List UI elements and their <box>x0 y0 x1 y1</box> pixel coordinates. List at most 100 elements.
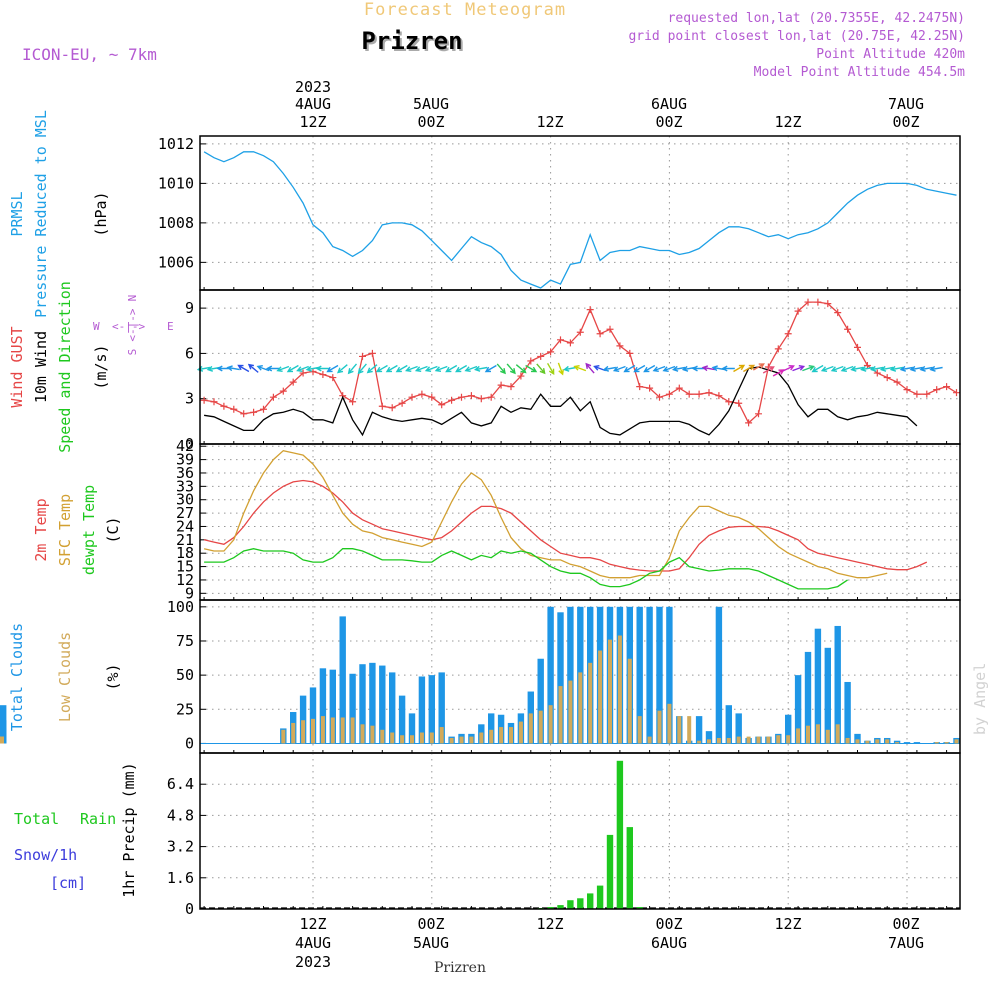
wind-arrow <box>860 365 874 372</box>
low-cloud-bar <box>429 732 434 744</box>
low-cloud-bar <box>875 739 880 744</box>
label-snow: Snow/1h <box>14 846 77 864</box>
panel-frame <box>199 752 961 910</box>
gust-marker <box>675 384 683 392</box>
total-cloud-bar <box>389 672 396 744</box>
gust-marker <box>893 378 901 386</box>
top-hour-00z-c: 00Z <box>892 113 919 131</box>
low-cloud-bar <box>657 710 662 744</box>
gust-marker <box>636 383 644 391</box>
gust-marker <box>289 378 297 386</box>
gust-marker <box>428 393 436 401</box>
total-cloud-bar <box>359 664 366 744</box>
y-tick-label: 1012 <box>158 135 194 153</box>
wind-arrow <box>772 369 785 377</box>
gust-marker <box>279 387 287 395</box>
low-cloud-bar <box>400 735 405 744</box>
low-cloud-bar <box>726 737 731 744</box>
gust-marker <box>923 390 931 398</box>
label-percent: (%) <box>104 663 122 690</box>
y-tick-label: 9 <box>185 299 194 317</box>
low-cloud-bar <box>380 729 385 744</box>
gust-marker <box>953 389 960 397</box>
total-cloud-bar <box>854 733 861 744</box>
watermark: by Angel <box>971 663 989 735</box>
wind-arrow <box>563 365 577 372</box>
wind-arrow <box>573 365 587 372</box>
gust-marker <box>497 381 505 389</box>
wind-arrow <box>366 364 378 374</box>
series-line-sfc-temp <box>203 449 888 579</box>
y-tick-label: 12 <box>176 571 194 589</box>
bottom-hour-12z-b: 12Z <box>536 915 563 933</box>
gust-marker <box>606 325 614 333</box>
gust-marker <box>557 336 564 344</box>
wind-arrow <box>536 363 546 375</box>
wind-arrow <box>869 365 884 372</box>
label-sfc-temp: SFC Temp <box>56 494 74 566</box>
wind-arrow <box>802 365 815 372</box>
gust-marker <box>260 405 267 413</box>
gust-marker <box>527 357 535 365</box>
wind-arrow <box>557 362 564 376</box>
place-title: Prizren <box>361 27 462 55</box>
low-cloud-bar <box>469 736 474 744</box>
total-cloud-bar <box>735 713 742 744</box>
wind-arrow <box>811 364 824 373</box>
gust-marker <box>368 349 376 357</box>
panel-5: 0 1.6 3.2 4.8 6.4 <box>167 752 961 918</box>
low-cloud-bar <box>350 717 355 744</box>
wind-arrow <box>445 364 458 373</box>
wind-arrow <box>585 362 595 374</box>
gust-marker <box>448 396 456 404</box>
wind-arrow <box>296 365 309 372</box>
wind-arrow <box>375 364 388 373</box>
label-hpa: (hPa) <box>92 191 110 236</box>
wind-arrow <box>743 364 756 373</box>
bottom-hour-00z-a: 00Z <box>417 915 444 933</box>
wind-arrow <box>276 365 290 372</box>
gust-marker <box>378 402 386 410</box>
gust-marker <box>517 372 525 380</box>
total-cloud-bar <box>824 647 831 744</box>
compass-w: W <box>93 320 100 333</box>
label-total: Total <box>14 810 59 828</box>
low-cloud-bar <box>617 635 622 744</box>
y-tick-label: 6.4 <box>167 775 194 793</box>
gust-marker <box>903 386 911 394</box>
bottom-year: 2023 <box>295 953 331 971</box>
gust-marker <box>774 345 782 353</box>
top-hour-12z-a: 12Z <box>299 113 326 131</box>
wind-arrow <box>671 365 686 372</box>
low-cloud-bar <box>815 724 820 744</box>
low-cloud-bar <box>825 729 830 744</box>
wind-arrow <box>879 365 894 372</box>
wind-arrow <box>347 363 358 375</box>
gust-marker <box>685 390 693 398</box>
gust-marker <box>794 307 802 315</box>
bottom-hour-12z-a: 12Z <box>299 915 326 933</box>
y-tick-label: 36 <box>176 464 194 482</box>
wind-arrow <box>612 365 626 372</box>
low-cloud-bar <box>865 740 870 744</box>
total-cloud-bar <box>408 713 416 744</box>
gust-marker <box>834 309 842 317</box>
total-cloud-bar <box>785 714 792 744</box>
low-cloud-bar <box>0 736 4 744</box>
gust-marker <box>467 392 475 400</box>
low-cloud-bar <box>766 736 771 744</box>
low-cloud-bar <box>806 725 810 744</box>
compass-rose: N <-|-> S W <-|-> E <box>93 295 174 356</box>
low-cloud-bar <box>548 705 553 744</box>
gust-marker <box>269 393 277 401</box>
wind-arrow <box>326 364 339 373</box>
requested-coords: requested lon,lat (20.7355E, 42.2475N) <box>668 11 965 26</box>
gust-marker <box>388 404 396 412</box>
total-cloud-bar <box>557 612 564 744</box>
gust-marker <box>438 401 446 409</box>
compass-arrow-we: <-|-> <box>112 320 145 333</box>
gust-marker <box>477 395 485 403</box>
total-cloud-bar <box>488 713 495 744</box>
label-prmsl: PRMSL <box>8 191 26 236</box>
